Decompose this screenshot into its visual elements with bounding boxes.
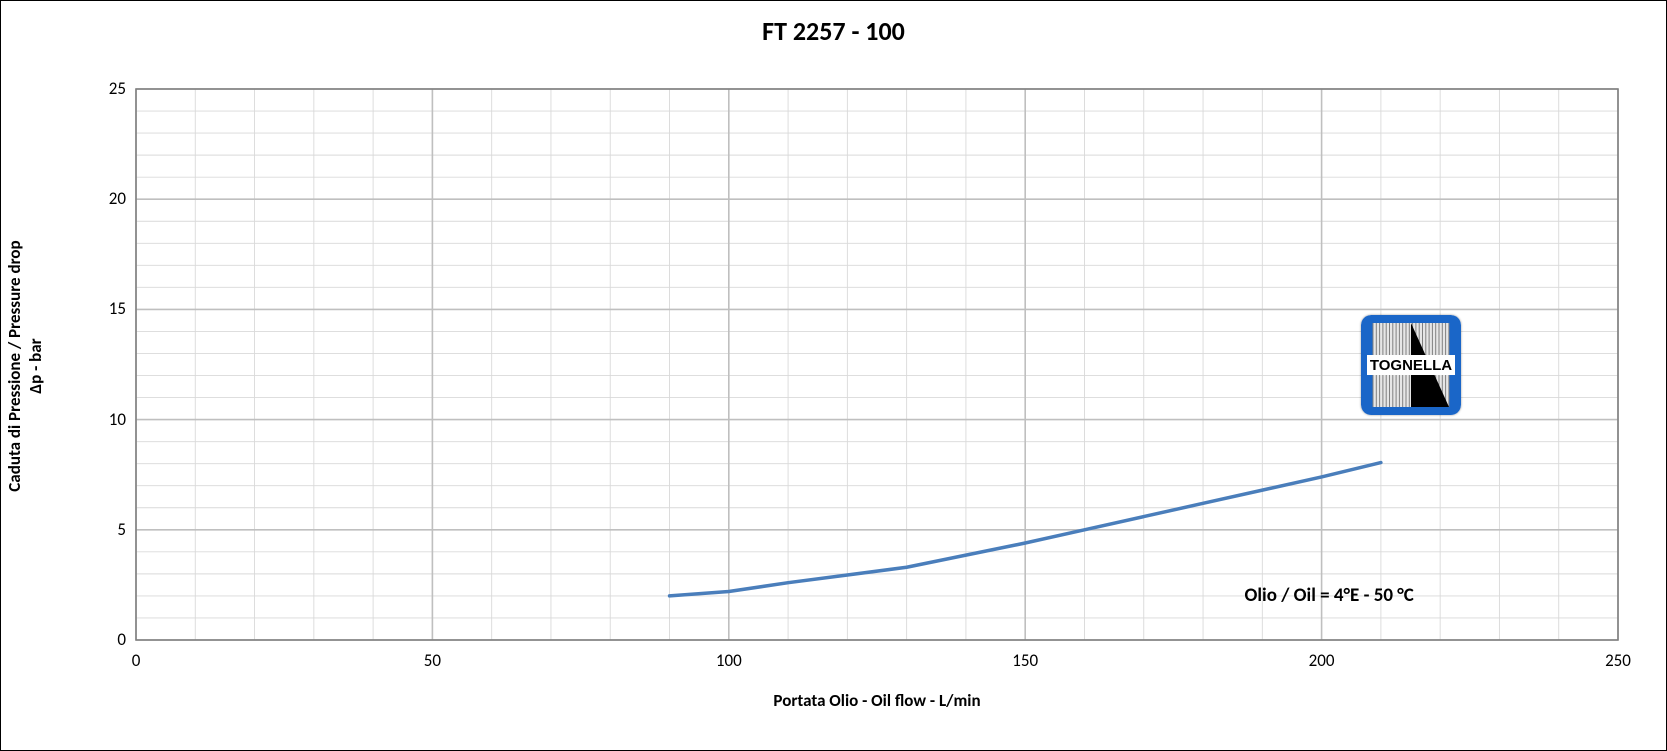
chart-title: FT 2257 - 100 [1,15,1666,47]
y-tick-label: 25 [86,78,126,99]
y-axis-label: Caduta di Pressione / Pressure drop Δp -… [4,216,46,516]
y-tick-label: 10 [86,409,126,430]
y-tick-label: 5 [86,519,126,540]
x-axis-label: Portata Olio - Oil flow - L/min [136,690,1618,711]
oil-condition-annotation: Olio / Oil = 4°E - 50 °C [1245,584,1414,607]
y-tick-label: 0 [86,629,126,650]
chart-card: FT 2257 - 100 Caduta di Pressione / Pres… [0,0,1667,751]
x-tick-label: 150 [995,650,1055,671]
svg-text:TOGNELLA: TOGNELLA [1369,357,1451,374]
x-tick-label: 100 [699,650,759,671]
tognella-logo: TOGNELLA [1361,315,1461,415]
x-tick-label: 50 [402,650,462,671]
x-tick-label: 200 [1292,650,1352,671]
x-tick-label: 0 [106,650,166,671]
x-tick-label: 250 [1588,650,1648,671]
y-tick-label: 15 [86,298,126,319]
y-tick-label: 20 [86,188,126,209]
y-axis-label-line2: Δp - bar [25,216,46,516]
y-axis-label-line1: Caduta di Pressione / Pressure drop [4,216,25,516]
